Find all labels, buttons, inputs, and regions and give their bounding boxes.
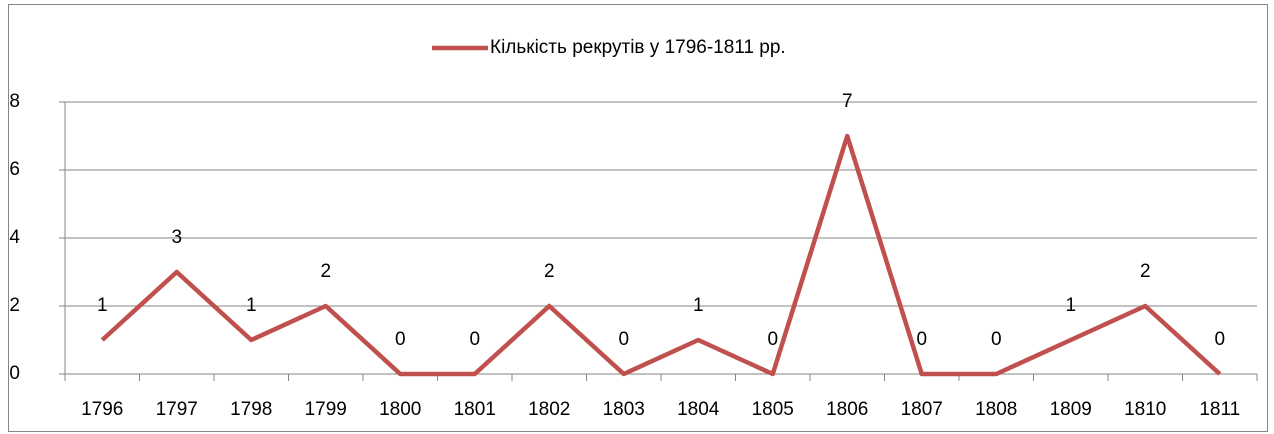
x-tick-label: 1811 bbox=[1199, 399, 1240, 420]
x-tick-label: 1800 bbox=[379, 399, 421, 420]
y-tick-label: 4 bbox=[9, 227, 20, 248]
data-label: 3 bbox=[171, 227, 182, 248]
data-label: 0 bbox=[395, 329, 406, 350]
data-label: 2 bbox=[320, 261, 331, 282]
data-label: 0 bbox=[618, 329, 629, 350]
y-tick-label: 2 bbox=[9, 295, 20, 316]
data-label: 2 bbox=[1140, 261, 1151, 282]
data-label: 1 bbox=[1065, 295, 1076, 316]
x-tick-label: 1801 bbox=[454, 399, 496, 420]
y-tick-label: 8 bbox=[9, 91, 20, 112]
x-tick-label: 1806 bbox=[826, 399, 868, 420]
x-tick-label: 1807 bbox=[901, 399, 943, 420]
line-series bbox=[100, 133, 1222, 377]
x-tick-label: 1805 bbox=[752, 399, 794, 420]
x-tick-label: 1797 bbox=[156, 399, 198, 420]
x-tick-label: 1799 bbox=[305, 399, 347, 420]
x-tick-label: 1803 bbox=[603, 399, 645, 420]
data-label: 0 bbox=[767, 329, 778, 350]
data-label: 0 bbox=[991, 329, 1002, 350]
x-tick-label: 1810 bbox=[1124, 399, 1166, 420]
data-label: 1 bbox=[97, 295, 108, 316]
data-label: 1 bbox=[246, 295, 257, 316]
x-tick-label: 1796 bbox=[81, 399, 123, 420]
x-tick-label: 1804 bbox=[677, 399, 720, 420]
legend-label: Кількість рекрутів у 1796-1811 рр. bbox=[490, 37, 786, 58]
data-label: 0 bbox=[469, 329, 480, 350]
x-tick-label: 1808 bbox=[975, 399, 1017, 420]
data-label: 0 bbox=[916, 329, 927, 350]
data-label: 0 bbox=[1214, 329, 1225, 350]
y-tick-label: 6 bbox=[9, 159, 20, 180]
data-label: 2 bbox=[544, 261, 555, 282]
y-tick-label: 0 bbox=[9, 363, 20, 384]
data-label: 7 bbox=[842, 91, 853, 112]
data-label: 1 bbox=[693, 295, 704, 316]
chart-border bbox=[8, 4, 1268, 432]
x-tick-label: 1802 bbox=[528, 399, 570, 420]
x-tick-label: 1798 bbox=[230, 399, 272, 420]
x-tick-label: 1809 bbox=[1050, 399, 1092, 420]
